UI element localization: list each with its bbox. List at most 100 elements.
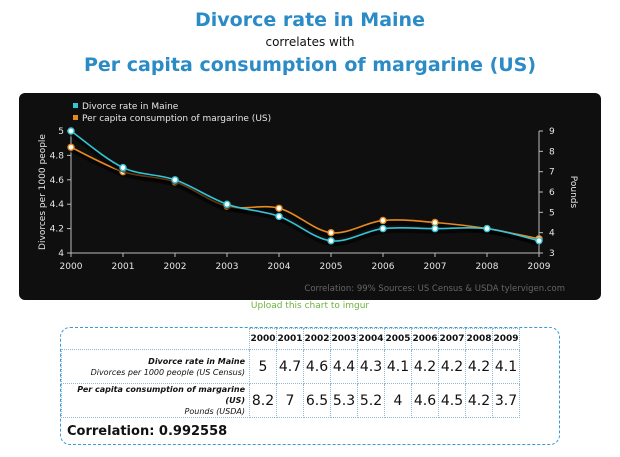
chart-header: Divorce rate in Maine correlates with Pe… xyxy=(0,8,620,78)
title-series-a: Divorce rate in Maine xyxy=(195,9,425,31)
table-cell: 4.6 xyxy=(303,349,331,384)
table-cell: 3.7 xyxy=(492,383,520,418)
table-corner xyxy=(62,329,250,350)
table-cell: 4 xyxy=(384,383,412,418)
y-tick-label-left: 4 xyxy=(58,249,64,259)
table-cell: 6.5 xyxy=(303,383,331,418)
x-tick-label: 2009 xyxy=(528,262,551,272)
x-tick-label: 2003 xyxy=(216,262,239,272)
table-row: Per capita consumption of margarine (US)… xyxy=(61,383,527,418)
y-tick-label-left: 4.4 xyxy=(50,200,65,210)
table-cell: 4.1 xyxy=(492,349,520,384)
table-end-cell xyxy=(520,384,527,418)
table-year-header: 2005 xyxy=(384,328,412,350)
x-tick-label: 2006 xyxy=(372,262,395,272)
series-point xyxy=(431,218,439,227)
table-cell: 4.2 xyxy=(411,349,439,384)
series-point xyxy=(431,224,439,233)
table-row: Divorce rate in Maine Divorces per 1000 … xyxy=(61,349,527,384)
series-point xyxy=(171,176,179,184)
x-tick-label: 2000 xyxy=(60,262,83,272)
y-tick-label-right: 4 xyxy=(549,229,555,239)
y-tick-label-right: 5 xyxy=(549,208,555,218)
data-table: 2000 2001 2002 2003 2004 2005 2006 2007 2008 2009… xyxy=(61,328,527,418)
table-cell: 7 xyxy=(276,383,304,418)
y-tick-label-right: 8 xyxy=(549,147,555,157)
legend-label: Divorce rate in Maine xyxy=(82,102,179,112)
table-cell: 4.3 xyxy=(357,349,385,384)
x-tick-label: 2004 xyxy=(268,262,291,272)
table-year-header: 2003 xyxy=(330,328,358,350)
table-cell: 4.1 xyxy=(384,349,412,384)
table-year-header: 2006 xyxy=(411,328,439,350)
title-connector: correlates with xyxy=(265,35,355,49)
table-year-header: 2000 xyxy=(249,328,277,350)
series-point xyxy=(327,237,335,245)
series-point xyxy=(67,127,75,135)
series-point xyxy=(535,237,543,245)
series-point xyxy=(379,216,387,225)
table-cell: 4.2 xyxy=(465,383,493,418)
series-point xyxy=(275,204,283,212)
y-tick-label-left: 4.8 xyxy=(50,151,65,161)
table-cell: 4.4 xyxy=(330,349,358,384)
series-line xyxy=(70,130,540,242)
y-tick-label-right: 9 xyxy=(549,127,555,137)
table-year-header: 2009 xyxy=(492,328,520,350)
row-label: Divorce rate in Maine Divorces per 1000 … xyxy=(61,349,250,384)
data-table-panel: 2000 2001 2002 2003 2004 2005 2006 2007 2008 2009… xyxy=(60,327,560,445)
row-label: Per capita consumption of margarine (US)… xyxy=(61,383,250,418)
row-label-title: Divorce rate in Maine xyxy=(148,356,245,366)
x-tick-label: 2005 xyxy=(320,262,343,272)
x-tick-label: 2001 xyxy=(112,262,135,272)
series-point xyxy=(327,228,335,237)
y-tick-label-left: 4.6 xyxy=(50,176,65,186)
upload-link[interactable]: Upload this chart to imgur xyxy=(250,301,370,311)
y-tick-label-left: 4.2 xyxy=(50,225,64,235)
table-cell: 4.5 xyxy=(438,383,466,418)
series-point xyxy=(119,163,127,172)
table-cell: 5 xyxy=(249,349,277,384)
y-axis-title-right: Pounds xyxy=(568,176,578,209)
chart-credit: Correlation: 99% Sources: US Census & US… xyxy=(304,284,565,294)
correlation-value: Correlation: 0.992558 xyxy=(67,424,228,439)
table-cell: 4.2 xyxy=(465,349,493,384)
table-year-header: 2001 xyxy=(276,328,304,350)
chart-panel: 4 4.2 4.4 4.6 4.8 5 3 4 5 6 7 8 9 2000 2001 2002 2003 200… xyxy=(19,93,601,300)
x-tick-label: 2002 xyxy=(164,262,187,272)
row-label-units: Divorces per 1000 people (US Census) xyxy=(90,367,245,377)
table-year-row: 2000 2001 2002 2003 2004 2005 2006 2007 2008 2009 xyxy=(62,328,527,350)
line-chart: 4 4.2 4.4 4.6 4.8 5 3 4 5 6 7 8 9 2000 2001 2002 2003 200… xyxy=(38,102,578,294)
y-tick-label-right: 3 xyxy=(549,249,555,259)
legend-swatch xyxy=(73,103,78,108)
series-point xyxy=(223,200,231,208)
table-year-header: 2007 xyxy=(438,328,466,350)
table-end-cell xyxy=(520,329,527,350)
x-tick-label: 2007 xyxy=(424,262,447,272)
series-point xyxy=(67,143,75,151)
table-cell: 5.3 xyxy=(330,383,358,418)
series-point xyxy=(275,212,283,221)
y-tick-label-right: 7 xyxy=(549,168,555,178)
series-line-shadow xyxy=(69,132,540,246)
y-axis-title-left: Divorces per 1000 people xyxy=(38,134,48,250)
title-series-b: Per capita consumption of margarine (US) xyxy=(83,54,537,76)
row-label-units: Pounds (USDA) xyxy=(184,407,245,416)
table-year-header: 2002 xyxy=(303,328,331,350)
table-cell: 4.2 xyxy=(438,349,466,384)
table-year-header: 2008 xyxy=(465,328,493,350)
y-tick-label-right: 6 xyxy=(549,188,555,198)
row-label-title: Per capita consumption of margarine (US) xyxy=(77,385,245,405)
table-cell: 5.2 xyxy=(357,383,385,418)
x-tick-label: 2008 xyxy=(476,262,499,272)
legend-label: Per capita consumption of margarine (US) xyxy=(82,114,271,124)
series-point xyxy=(379,224,387,233)
series-point xyxy=(483,224,491,233)
table-year-header: 2004 xyxy=(357,328,385,350)
table-cell: 4.7 xyxy=(276,349,304,384)
table-end-cell xyxy=(520,350,527,384)
table-cell: 4.6 xyxy=(411,383,439,418)
legend-swatch xyxy=(73,115,78,120)
table-cell: 8.2 xyxy=(249,383,277,418)
y-tick-label-left: 5 xyxy=(58,127,64,137)
